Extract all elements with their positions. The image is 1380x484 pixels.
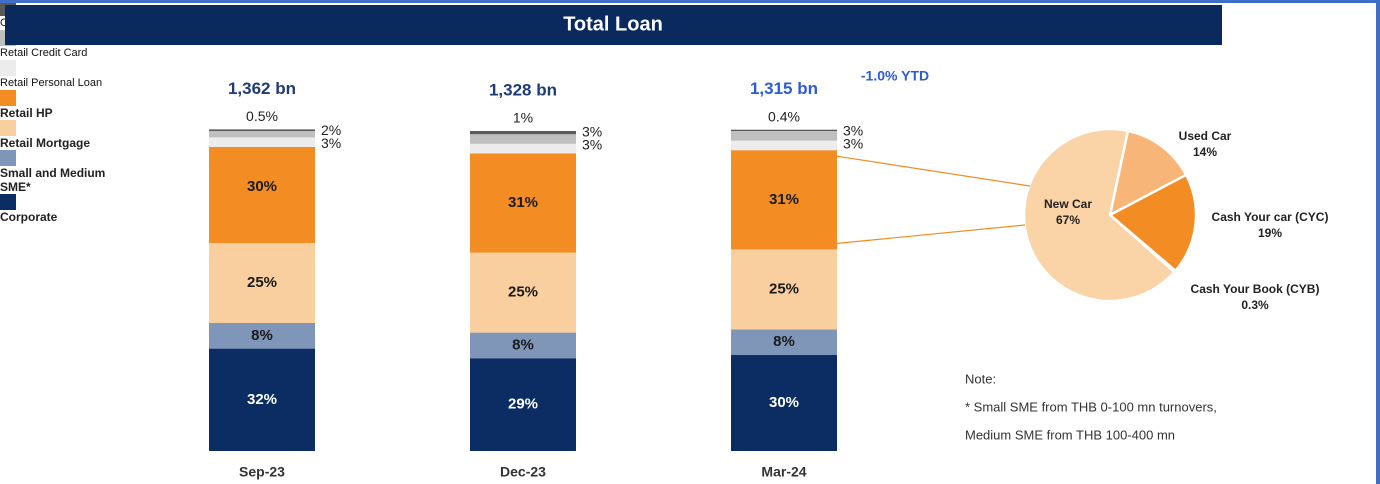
bar-segment (731, 355, 837, 451)
right-rule (1376, 0, 1380, 484)
legend-swatch (0, 60, 16, 76)
pie-label: Used Car (1179, 129, 1232, 143)
bar-segment (470, 143, 576, 154)
header-title: Total Loan (563, 13, 663, 35)
bar-segment (731, 131, 837, 141)
data-label: 3% (843, 135, 863, 151)
bar-segment (470, 153, 576, 253)
data-label: 31% (769, 191, 799, 208)
bar-segment (209, 137, 315, 147)
data-label: 2% (321, 122, 341, 138)
data-label: 3% (843, 122, 863, 138)
bar-segment (209, 147, 315, 243)
x-tick-label: Dec-23 (500, 464, 546, 480)
data-label: 30% (769, 394, 799, 411)
legend-item: Small and Medium SME* (0, 150, 1380, 194)
data-label: 0.5% (246, 108, 278, 124)
data-label: 31% (508, 194, 538, 211)
pie-label: New Car (1044, 197, 1092, 211)
note-line: * Small SME from THB 0-100 mn turnovers, (965, 399, 1217, 414)
pie-value-label: 0.3% (1241, 298, 1269, 312)
pie-slice (1107, 173, 1198, 273)
connector (836, 155, 1031, 187)
bar-segment (470, 358, 576, 451)
bar-segment (209, 348, 315, 451)
x-tick-label: Sep-23 (239, 464, 285, 480)
data-label: 8% (773, 333, 795, 350)
legend-label: Retail HP (0, 106, 53, 120)
legend-swatch (0, 150, 16, 166)
data-label: 8% (251, 327, 273, 344)
total-label: 1,315 bn (750, 79, 818, 98)
total-label: 1,362 bn (228, 79, 296, 98)
legend-label: Retail Credit Card (0, 47, 88, 59)
legend-item: Retail Mortgage (0, 120, 1380, 150)
bar-segment (470, 134, 576, 144)
note-title: Note: (965, 371, 996, 386)
data-label: 25% (508, 284, 538, 301)
pie-label: Cash Your car (CYC) (1212, 210, 1329, 224)
legend-label: Retail Mortgage (0, 136, 91, 150)
legend-item: Retail Personal Loan (0, 60, 1380, 90)
bar-segment (731, 140, 837, 151)
legend-swatch (0, 120, 16, 136)
legend-label: Corporate (0, 210, 58, 224)
data-label: 3% (321, 135, 341, 151)
bar-segment (209, 131, 315, 138)
data-label: 30% (247, 178, 277, 195)
bar-segment (731, 329, 837, 355)
bar-segment (209, 243, 315, 323)
note-line: Medium SME from THB 100-400 mn (965, 427, 1175, 442)
connector (836, 224, 1026, 244)
legend-item: Corporate (0, 194, 1380, 224)
legend-swatch (0, 90, 16, 106)
pie-value-label: 19% (1258, 226, 1282, 240)
header-bar (5, 5, 1222, 45)
bar-segment (209, 129, 315, 131)
bar-segment (731, 150, 837, 250)
pie-slice (1108, 129, 1188, 218)
top-rule (0, 0, 1380, 3)
data-label: 0.4% (768, 108, 800, 124)
bar-segment (731, 129, 837, 131)
data-label: 8% (512, 336, 534, 353)
pie-slice (1022, 127, 1177, 303)
bar-segment (470, 131, 576, 135)
data-label: 29% (508, 396, 538, 413)
pie-value-label: 67% (1056, 213, 1080, 227)
pie-value-label: 14% (1193, 145, 1217, 159)
legend-label: Retail Personal Loan (0, 77, 103, 89)
ytd-annotation: -1.0% YTD (861, 68, 929, 84)
bar-segment (470, 252, 576, 333)
bar-segment (209, 323, 315, 349)
total-label: 1,328 bn (489, 80, 557, 99)
data-label: 25% (769, 280, 799, 297)
data-label: 25% (247, 274, 277, 291)
legend-swatch (0, 194, 16, 210)
legend-label: Small and Medium SME* (0, 166, 106, 194)
data-label: 32% (247, 391, 277, 408)
legend-item: Retail HP (0, 90, 1380, 120)
x-tick-label: Mar-24 (761, 464, 806, 480)
pie-label: Cash Your Book (CYB) (1191, 282, 1320, 296)
data-label: 1% (513, 110, 533, 126)
bar-segment (731, 249, 837, 330)
data-label: 3% (582, 124, 602, 140)
bar-segment (470, 332, 576, 359)
data-label: 3% (582, 137, 602, 153)
